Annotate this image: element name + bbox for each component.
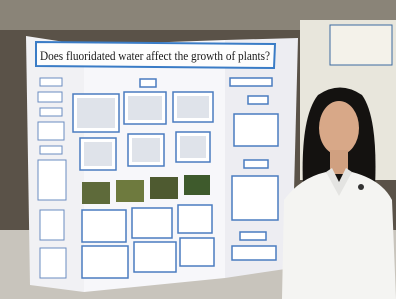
poster-title: Does fluoridated water affect the growth… xyxy=(40,48,270,63)
left-panel-boxes xyxy=(38,78,66,278)
background-poster-title xyxy=(330,25,392,65)
photo: Does fluoridated water affect the growth… xyxy=(0,0,396,299)
